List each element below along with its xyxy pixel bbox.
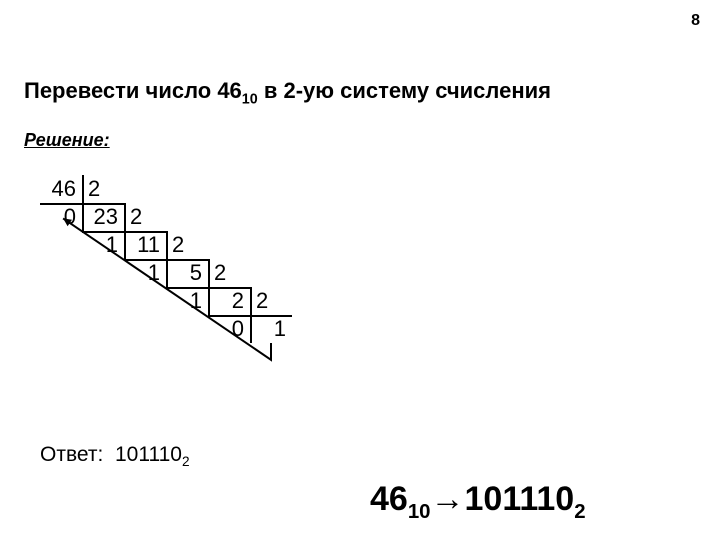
page-title: Перевести число 4610 в 2-ую систему счис… bbox=[24, 78, 551, 107]
conv-from: 46 bbox=[370, 480, 408, 518]
answer-sub: 2 bbox=[182, 454, 190, 469]
answer-label: Ответ: bbox=[40, 443, 103, 466]
conv-from-sub: 10 bbox=[408, 501, 431, 523]
division-diagram: 4620232111215212201 bbox=[40, 175, 320, 425]
title-sub: 10 bbox=[242, 91, 258, 107]
title-prefix: Перевести число 46 bbox=[24, 78, 242, 103]
conv-to-sub: 2 bbox=[574, 501, 585, 523]
conv-arrow: → bbox=[431, 480, 465, 518]
conversion-result: 4610→1011102 bbox=[370, 480, 586, 524]
answer-value: 101110 bbox=[115, 443, 182, 466]
conv-to: 101110 bbox=[465, 480, 575, 518]
title-suffix: в 2-ую систему счисления bbox=[258, 78, 551, 103]
reading-arrow bbox=[40, 175, 334, 399]
page-number: 8 bbox=[691, 12, 700, 30]
answer-line: Ответ: 1011102 bbox=[40, 443, 190, 469]
solution-label: Решение: bbox=[24, 130, 110, 151]
